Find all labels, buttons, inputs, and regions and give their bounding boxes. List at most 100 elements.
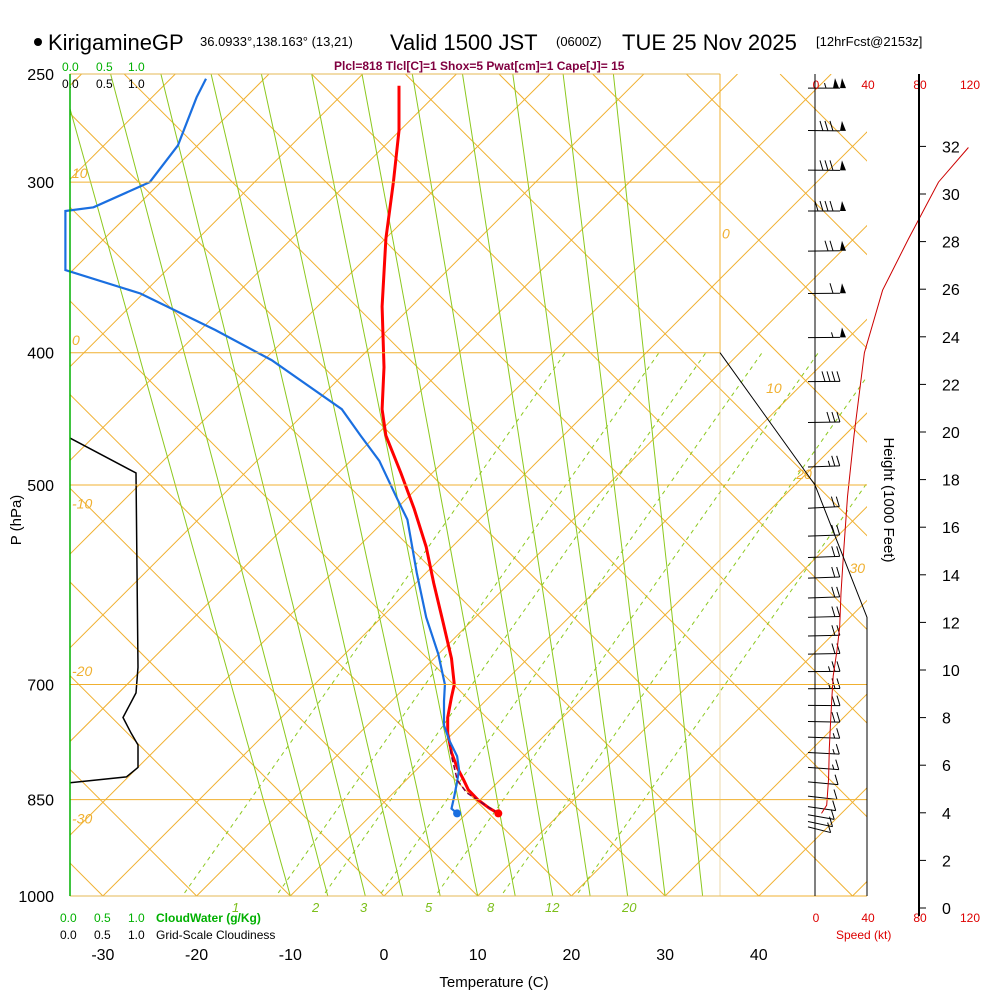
mixing-ratio-line [575, 482, 867, 896]
wind-barb [807, 728, 841, 739]
temperature-tick-label: 40 [750, 947, 768, 964]
dry-adiabat-line [498, 74, 867, 443]
pressure-tick-label: 250 [27, 67, 54, 84]
wind-barb-staff [807, 634, 840, 637]
speed-tick-bottom: 120 [960, 911, 980, 925]
speed-label: Speed (kt) [836, 928, 891, 942]
dry-adiabat-line [70, 674, 291, 896]
wind-barb-pennant [833, 78, 839, 89]
dry-adiabat-label: 10 [72, 165, 88, 181]
height-tick-label: 12 [942, 615, 960, 632]
wind-barb-pennant [840, 201, 846, 212]
height-tick-label: 8 [942, 711, 951, 728]
dry-adiabat-line [968, 74, 1000, 896]
isotherm-line [70, 74, 270, 274]
isotherm-label: 10 [766, 380, 782, 396]
cw-bottom-tick: 1.0 [128, 911, 145, 925]
wind-barb-flag [833, 789, 838, 800]
wind-barb-half-flag [828, 666, 831, 672]
wind-barb-flag [836, 712, 841, 723]
cw-top-tick: 1.0 [128, 60, 145, 74]
plot-boundary-line [719, 352, 868, 896]
wind-barb-flag [827, 822, 832, 833]
dewpoint-surface-point [453, 809, 462, 818]
wind-barb-half-flag [832, 748, 835, 755]
wind-barb [807, 643, 841, 655]
wind-barb-pennant [839, 160, 846, 171]
wind-barb-staff [807, 576, 840, 579]
pressure-tick-label: 500 [27, 478, 54, 495]
wind-barb-flag [829, 240, 834, 251]
wind-barb-flag [831, 625, 836, 636]
wind-barb-flag [826, 371, 831, 382]
station-coords: 36.0933°,138.163° (13,21) [200, 34, 353, 49]
wind-barb-pennant [840, 78, 846, 89]
dry-adiabat-line [70, 487, 479, 896]
x-axis-title: Temperature (C) [439, 974, 548, 991]
speed-tick-bottom: 40 [861, 911, 875, 925]
height-tick-label: 16 [942, 520, 960, 537]
wind-barb-half-flag [824, 82, 827, 89]
valid-date: TUE 25 Nov 2025 [622, 30, 797, 55]
y-axis-title: P (hPa) [8, 495, 25, 546]
series-parcel-line [448, 744, 499, 815]
mixing-ratio-label: 1 [232, 900, 239, 915]
speed-tick-top: 80 [913, 78, 927, 92]
speed-profile-line [821, 147, 969, 814]
wind-barb [807, 566, 841, 579]
wind-barb-flag [836, 661, 841, 672]
pressure-tick-label: 850 [27, 793, 54, 810]
mixing-ratio-label: 2 [311, 900, 320, 915]
temperature-tick-label: 10 [469, 947, 487, 964]
wind-barb-flag [834, 774, 839, 785]
wind-barb-flag [835, 496, 840, 507]
wind-barb [808, 200, 846, 212]
wind-barb-half-flag [831, 332, 834, 338]
height-tick-label: 14 [942, 568, 960, 585]
dry-adiabat-line [0, 74, 9, 896]
height-tick-label: 24 [942, 330, 960, 347]
wind-barbs [807, 78, 846, 834]
cw-bottom-tick: 0.5 [94, 911, 111, 925]
wind-barb-flag [831, 712, 836, 723]
dry-adiabat-label: -10 [72, 495, 92, 511]
wind-barb-flag [836, 411, 841, 423]
height-profile [821, 147, 969, 814]
mixing-ratio-line [322, 352, 707, 896]
wind-barb-flag [836, 606, 841, 617]
height-tick-label: 6 [942, 758, 951, 775]
cloudiness-label: Grid-Scale Cloudiness [156, 928, 275, 942]
mixing-ratio-label: 12 [545, 900, 560, 915]
wind-barb-flag [824, 200, 829, 212]
wind-barb-staff [807, 615, 840, 618]
wind-barb-staff [807, 421, 840, 424]
wind-barb-flag [819, 120, 824, 132]
wind-barb-flag [829, 283, 834, 294]
wind-barb [807, 120, 846, 132]
cl-top-tick: 0.5 [96, 77, 113, 91]
height-tick-label: 0 [942, 901, 951, 918]
station-name: KirigamineGP [48, 30, 184, 55]
wind-barb-flag [831, 371, 836, 382]
wind-barb-pennant [839, 240, 846, 251]
isotherm-line [477, 505, 867, 896]
cl-bottom-tick: 0.0 [60, 928, 77, 942]
cloudwater-label: CloudWater (g/Kg) [156, 911, 261, 925]
height-axis-title: Height (1000 Feet) [880, 437, 897, 562]
speed-axis-top: 0 40 80 120 [813, 78, 981, 92]
mixing-ratio-line [378, 352, 763, 896]
height-tick-label: 10 [942, 663, 960, 680]
dry-adiabat-line [592, 74, 867, 350]
wind-barb-flag [831, 586, 836, 598]
wind-barb-flag [829, 200, 834, 212]
wind-barb [807, 283, 846, 294]
dry-adiabat-label: -20 [72, 663, 92, 679]
wind-barb [807, 371, 841, 383]
pressure-tick-label: 400 [27, 346, 54, 363]
forecast-info: [12hrFcst@2153z] [816, 34, 922, 49]
height-tick-label: 30 [942, 187, 960, 204]
valid-time: Valid 1500 JST [390, 30, 538, 55]
wind-barb-flag [831, 411, 836, 423]
wind-barb-flag [836, 524, 841, 536]
temperature-tick-label: -20 [185, 947, 208, 964]
